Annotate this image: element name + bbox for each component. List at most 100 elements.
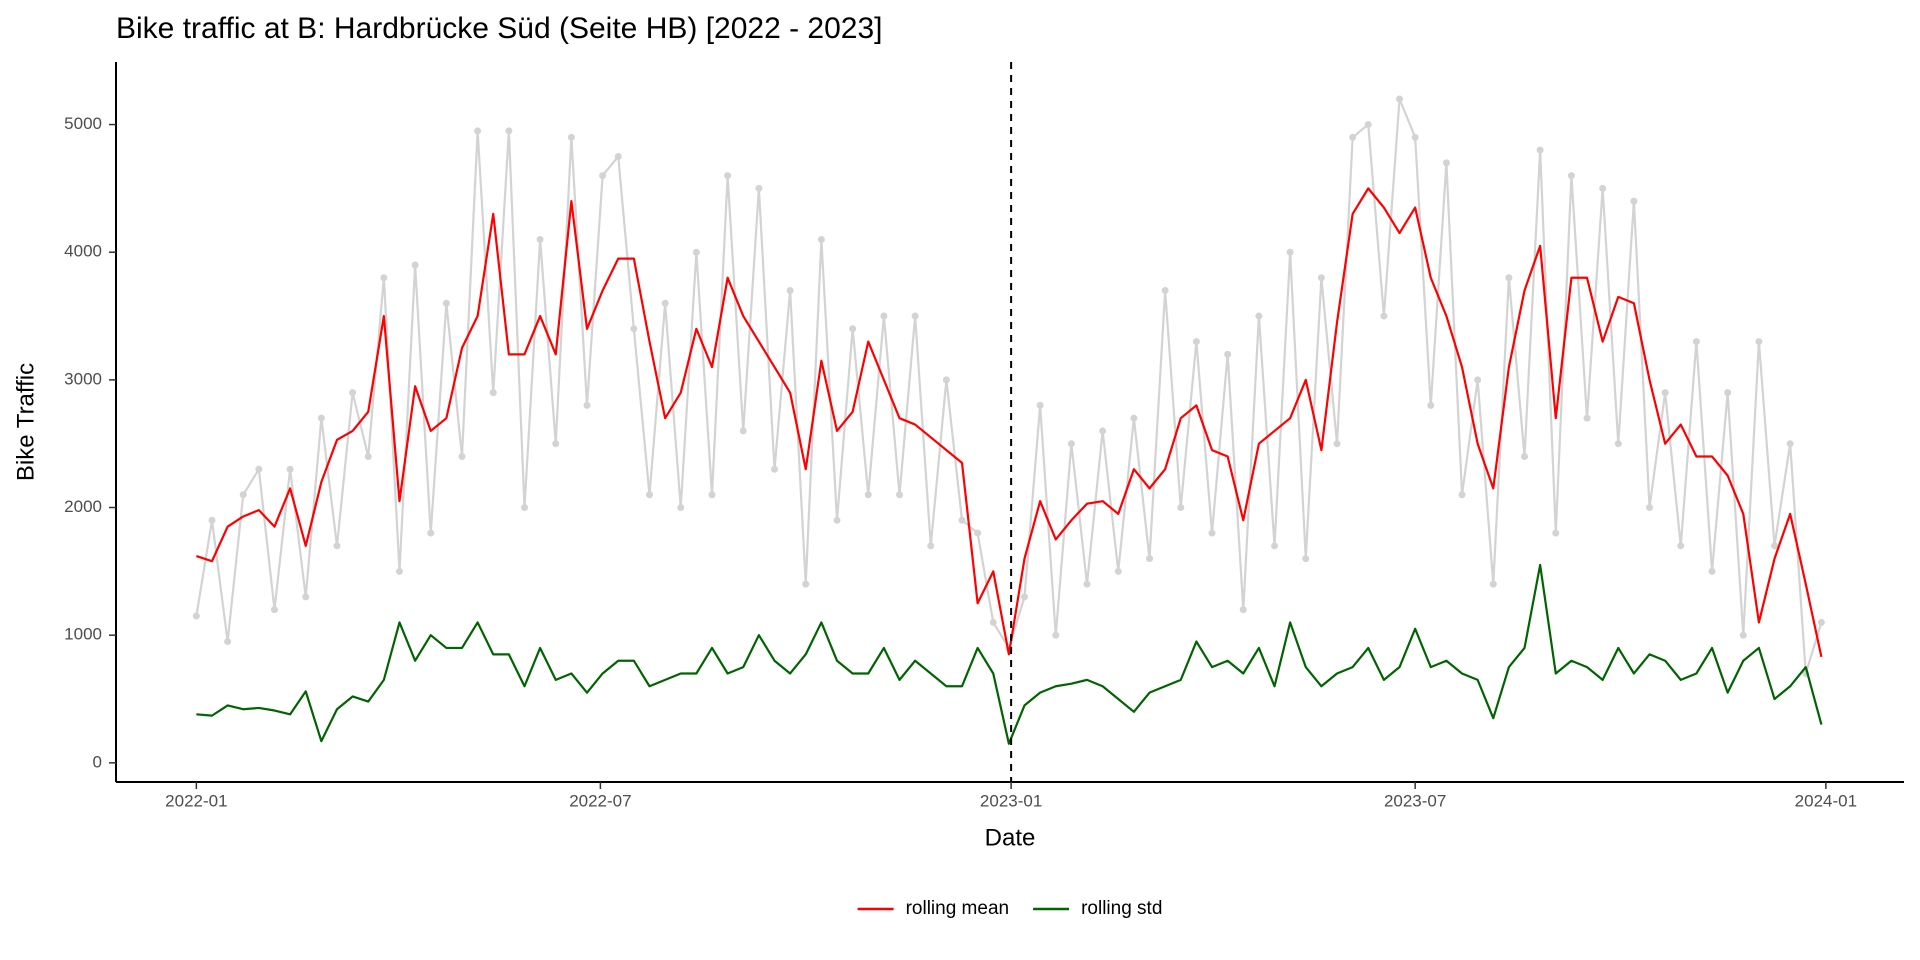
data-point	[1239, 606, 1247, 614]
data-point	[270, 606, 278, 614]
data-point	[724, 172, 732, 180]
x-tick-label: 2022-07	[569, 791, 631, 810]
data-point	[614, 152, 622, 160]
data-point	[536, 235, 544, 243]
data-point	[599, 172, 607, 180]
data-point	[583, 401, 591, 409]
data-point	[286, 465, 294, 473]
data-point	[1052, 631, 1060, 639]
data-point	[630, 325, 638, 333]
data-point	[1317, 274, 1325, 282]
data-point	[739, 427, 747, 435]
data-point	[1067, 440, 1075, 448]
data-point	[1427, 401, 1435, 409]
y-tick-label: 2000	[64, 497, 102, 516]
data-point	[1396, 95, 1404, 103]
data-point	[1552, 529, 1560, 537]
data-point	[1646, 504, 1654, 512]
data-point	[224, 638, 232, 646]
data-point	[364, 452, 372, 460]
x-axis-label: Date	[985, 824, 1036, 851]
data-point	[849, 325, 857, 333]
data-point	[474, 127, 482, 135]
data-point	[1661, 389, 1669, 397]
y-axis-label: Bike Traffic	[12, 363, 39, 481]
chart-title: Bike traffic at B: Hardbrücke Süd (Seite…	[116, 12, 883, 45]
y-tick-label: 5000	[64, 114, 102, 133]
series-line	[196, 563, 1823, 745]
data-point	[1692, 338, 1700, 346]
data-point	[458, 452, 466, 460]
data-point	[755, 184, 763, 192]
data-point	[880, 312, 888, 320]
data-point	[395, 567, 403, 575]
data-point	[958, 516, 966, 524]
data-point	[1771, 542, 1779, 550]
data-point	[1786, 440, 1794, 448]
y-tick-label: 3000	[64, 369, 102, 388]
data-point	[380, 274, 388, 282]
data-point	[1630, 197, 1638, 205]
data-point	[1286, 248, 1294, 256]
data-point	[255, 465, 263, 473]
data-point	[1333, 440, 1341, 448]
x-tick-label: 2023-01	[980, 791, 1042, 810]
data-point	[942, 376, 950, 384]
data-point	[1505, 274, 1513, 282]
data-point	[1364, 121, 1372, 129]
data-point	[1036, 401, 1044, 409]
data-point	[239, 491, 247, 499]
data-point	[567, 133, 575, 141]
data-point	[1677, 542, 1685, 550]
data-point	[1583, 414, 1591, 422]
data-point	[833, 516, 841, 524]
data-point	[302, 593, 310, 601]
data-point	[427, 529, 435, 537]
data-point	[864, 491, 872, 499]
data-point	[1489, 580, 1497, 588]
data-point	[911, 312, 919, 320]
data-point	[1099, 427, 1107, 435]
legend-label: rolling std	[1081, 898, 1162, 919]
data-point	[489, 389, 497, 397]
data-point	[1349, 133, 1357, 141]
data-point	[333, 542, 341, 550]
data-point	[1271, 542, 1279, 550]
data-point	[1208, 529, 1216, 537]
data-point	[1146, 555, 1154, 563]
data-point	[1161, 287, 1169, 295]
data-point	[1521, 452, 1529, 460]
data-point	[1724, 389, 1732, 397]
data-point	[317, 414, 325, 422]
data-point	[349, 389, 357, 397]
data-point	[974, 529, 982, 537]
legend: rolling mean rolling std	[857, 898, 1162, 919]
data-point	[192, 612, 200, 620]
data-point	[1083, 580, 1091, 588]
data-point	[677, 504, 685, 512]
data-point	[1599, 184, 1607, 192]
x-tick-label: 2024-01	[1795, 791, 1857, 810]
data-point	[927, 542, 935, 550]
data-point	[442, 299, 450, 307]
data-point	[1567, 172, 1575, 180]
data-point	[645, 491, 653, 499]
data-point	[520, 504, 528, 512]
data-point	[1114, 567, 1122, 575]
y-tick-label: 0	[93, 752, 102, 771]
data-point	[817, 235, 825, 243]
data-point	[1474, 376, 1482, 384]
data-point	[1021, 593, 1029, 601]
data-point	[771, 465, 779, 473]
data-point	[1177, 504, 1185, 512]
series-line	[196, 187, 1823, 658]
data-point	[1739, 631, 1747, 639]
data-point	[896, 491, 904, 499]
series-line	[195, 97, 1823, 675]
data-point	[661, 299, 669, 307]
y-tick-label: 4000	[64, 242, 102, 261]
data-point	[1442, 159, 1450, 167]
data-point	[208, 516, 216, 524]
data-point	[1817, 618, 1825, 626]
